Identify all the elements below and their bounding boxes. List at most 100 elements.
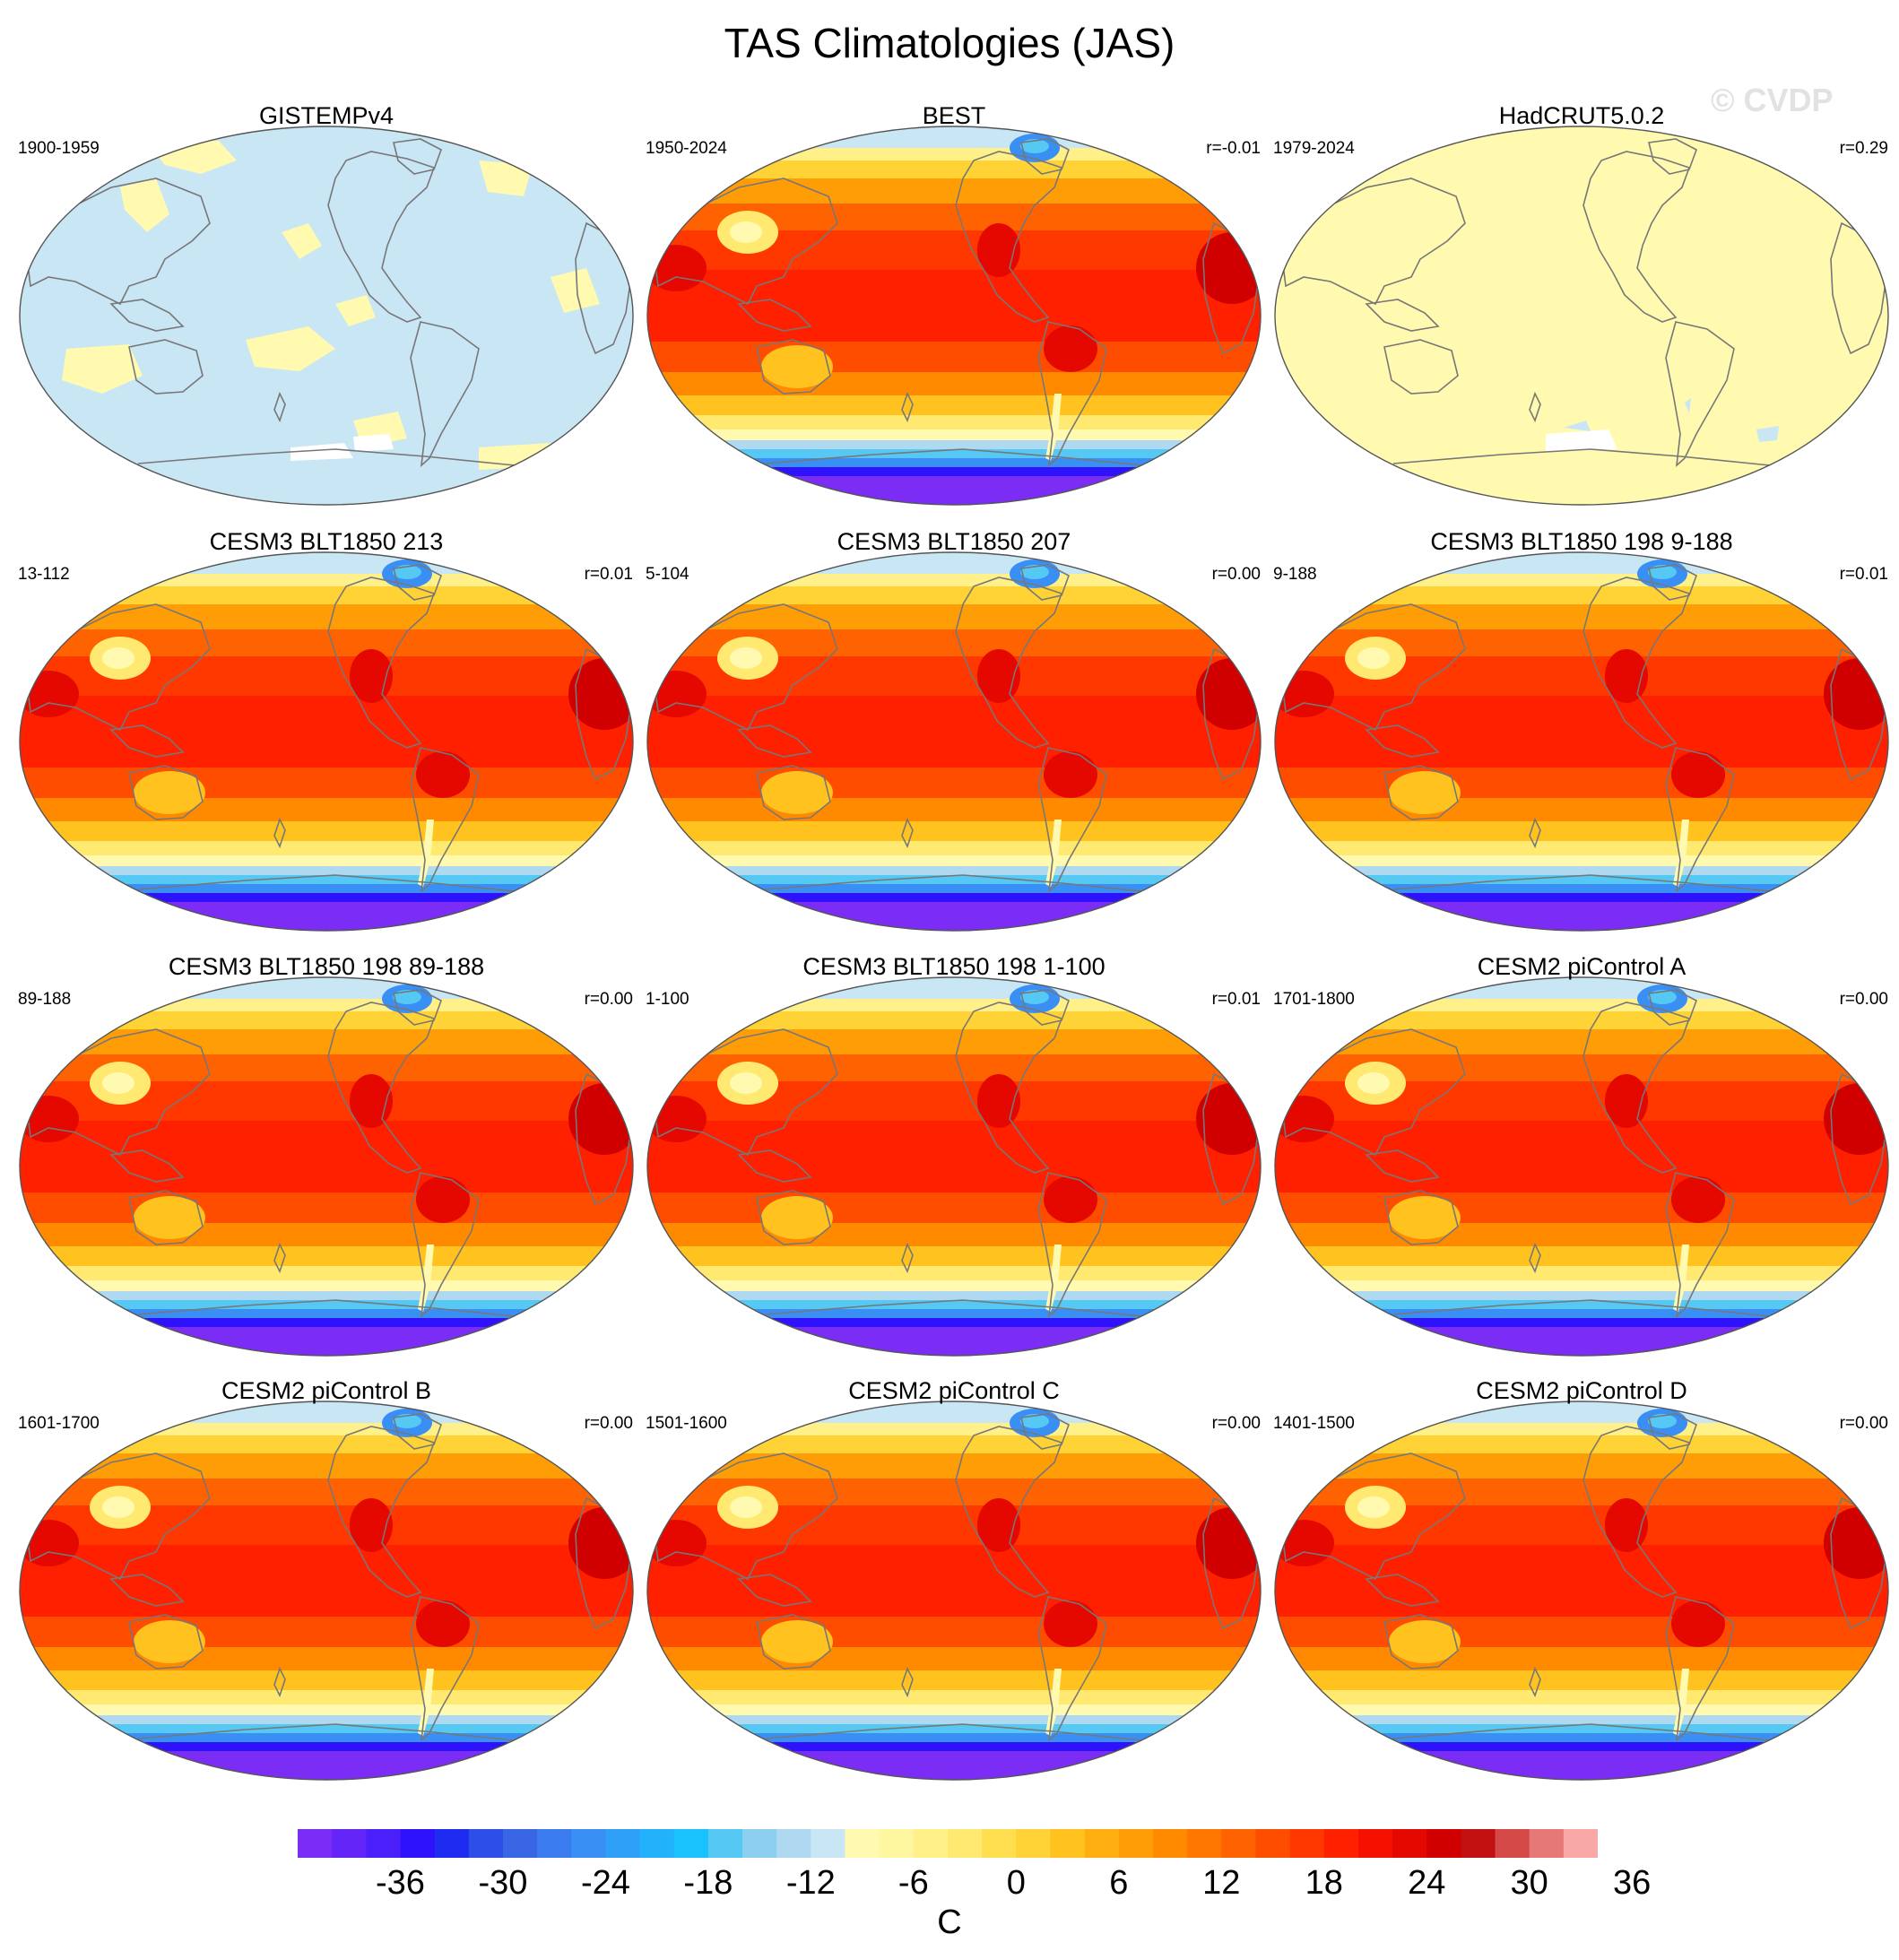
- colorbar-segment: [468, 1829, 504, 1858]
- map-panel: CESM3 BLT1850 213 13-112 r=0.01: [13, 528, 640, 950]
- colorbar-segment: [1323, 1829, 1359, 1858]
- map-panel: CESM2 piControl A 1701-1800 r=0.00: [1268, 953, 1895, 1375]
- colorbar-segment: [845, 1829, 880, 1858]
- colorbar-tick-label: 12: [1202, 1864, 1241, 1902]
- panel-title: CESM2 piControl C: [848, 1377, 1060, 1404]
- panel-period: 5-104: [646, 565, 689, 584]
- world-map: [19, 126, 634, 506]
- colorbar-segment: [811, 1829, 846, 1858]
- colorbar-tick-label: 24: [1408, 1864, 1446, 1902]
- panel-title: BEST: [922, 102, 986, 129]
- map-panel: CESM2 piControl B 1601-1700 r=0.00: [13, 1377, 640, 1800]
- panel-period: 1701-1800: [1273, 990, 1355, 1009]
- panel-title: CESM2 piControl B: [221, 1377, 432, 1404]
- map-panel: CESM2 piControl D 1401-1500 r=0.00: [1268, 1377, 1895, 1800]
- colorbar-tick-label: 36: [1613, 1864, 1652, 1902]
- colorbar-tick-label: -18: [683, 1864, 733, 1902]
- colorbar-segment: [1152, 1829, 1188, 1858]
- figure-title: TAS Climatologies (JAS): [724, 20, 1175, 66]
- colorbar-segment: [1084, 1829, 1120, 1858]
- colorbar-tick-label: -30: [478, 1864, 528, 1902]
- panel-correlation: r=0.00: [1839, 990, 1888, 1009]
- colorbar-segment: [571, 1829, 606, 1858]
- world-map: [646, 976, 1262, 1357]
- colorbar-segment: [366, 1829, 401, 1858]
- panel-period: 1501-1600: [646, 1414, 727, 1433]
- panel-title: CESM3 BLT1850 198 9-188: [1430, 528, 1733, 555]
- colorbar-segment: [1495, 1829, 1530, 1858]
- world-map: [646, 126, 1262, 506]
- world-map: [1274, 1401, 1889, 1781]
- map-panel: CESM3 BLT1850 207 5-104 r=0.00: [640, 528, 1268, 950]
- panel-correlation: r=0.00: [1839, 1414, 1888, 1433]
- panel-correlation: r=0.00: [1211, 565, 1261, 584]
- panel-title: CESM2 piControl D: [1476, 1377, 1687, 1404]
- world-map: [1274, 551, 1889, 932]
- colorbar-unit-label: C: [937, 1904, 962, 1941]
- map-panel: CESM3 BLT1850 198 89-188 89-188 r=0.00: [13, 953, 640, 1375]
- cvdp-watermark: © CVDP: [1711, 82, 1834, 118]
- colorbar-segment: [1357, 1829, 1393, 1858]
- panel-correlation: r=0.00: [584, 990, 633, 1009]
- world-map: [646, 1401, 1262, 1781]
- colorbar-segment: [298, 1829, 333, 1858]
- colorbar-segment: [673, 1829, 709, 1858]
- panel-title: CESM3 BLT1850 213: [209, 528, 444, 555]
- colorbar-segment: [776, 1829, 811, 1858]
- panel-period: 1900-1959: [18, 139, 100, 158]
- colorbar-segment: [1289, 1829, 1325, 1858]
- panel-period: 1-100: [646, 990, 689, 1009]
- colorbar-tick-label: -6: [897, 1864, 929, 1902]
- world-map: [19, 976, 634, 1357]
- colorbar-segment: [707, 1829, 743, 1858]
- panel-period: 1950-2024: [646, 139, 727, 158]
- map-panel: BEST 1950-2024 r=-0.01: [640, 102, 1268, 525]
- world-map: [646, 551, 1262, 932]
- colorbar-tick-label: 6: [1109, 1864, 1129, 1902]
- colorbar-segment: [1426, 1829, 1461, 1858]
- panel-correlation: r=0.01: [1211, 990, 1261, 1009]
- map-panel: HadCRUT5.0.2 1979-2024 r=0.29: [1268, 102, 1895, 525]
- world-map: [19, 1401, 634, 1781]
- map-panel: CESM3 BLT1850 198 1-100 1-100 r=0.01: [640, 953, 1268, 1375]
- colorbar-segment: [332, 1829, 367, 1858]
- colorbar-segment: [1255, 1829, 1291, 1858]
- colorbar-segment: [1461, 1829, 1496, 1858]
- colorbar-segment: [1392, 1829, 1427, 1858]
- colorbar-segment: [1016, 1829, 1051, 1858]
- panel-title: CESM3 BLT1850 198 1-100: [802, 953, 1106, 980]
- panel-correlation: r=0.29: [1839, 139, 1888, 158]
- colorbar-segment: [434, 1829, 470, 1858]
- colorbar-segment: [537, 1829, 572, 1858]
- panel-period: 1401-1500: [1273, 1414, 1355, 1433]
- colorbar-segment: [605, 1829, 641, 1858]
- panel-period: 89-188: [18, 990, 72, 1009]
- panel-correlation: r=0.00: [584, 1414, 633, 1433]
- world-map: [19, 551, 634, 932]
- map-panel: GISTEMPv4 1900-1959: [13, 102, 640, 525]
- colorbar-segment: [1187, 1829, 1222, 1858]
- colorbar-tick-label: -36: [376, 1864, 425, 1902]
- colorbar-tick-label: 0: [1006, 1864, 1026, 1902]
- colorbar-segment: [1529, 1829, 1565, 1858]
- panel-title: CESM3 BLT1850 207: [837, 528, 1071, 555]
- colorbar-segment: [1050, 1829, 1086, 1858]
- panel-period: 13-112: [18, 565, 70, 584]
- colorbar-segment: [1563, 1829, 1598, 1858]
- world-map: [1274, 126, 1889, 506]
- map-panel: CESM2 piControl C 1501-1600 r=0.00: [640, 1377, 1268, 1800]
- panel-title: HadCRUT5.0.2: [1498, 102, 1665, 129]
- panel-title: CESM3 BLT1850 198 89-188: [168, 953, 485, 980]
- colorbar-tick-labels: -36 -30 -24 -18 -12 -6 0 6 12 18 24 30 36: [0, 1863, 1899, 1908]
- colorbar-segment: [742, 1829, 777, 1858]
- colorbar-segment: [1221, 1829, 1256, 1858]
- panel-period: 1979-2024: [1273, 139, 1355, 158]
- panel-title: GISTEMPv4: [258, 102, 395, 129]
- colorbar-segment: [502, 1829, 538, 1858]
- colorbar-segment: [400, 1829, 436, 1858]
- panel-period: 1601-1700: [18, 1414, 100, 1433]
- panel-correlation: r=0.00: [1211, 1414, 1261, 1433]
- colorbar-segment: [982, 1829, 1017, 1858]
- panel-correlation: r=-0.01: [1206, 139, 1261, 158]
- colorbar-tick-label: -12: [785, 1864, 836, 1902]
